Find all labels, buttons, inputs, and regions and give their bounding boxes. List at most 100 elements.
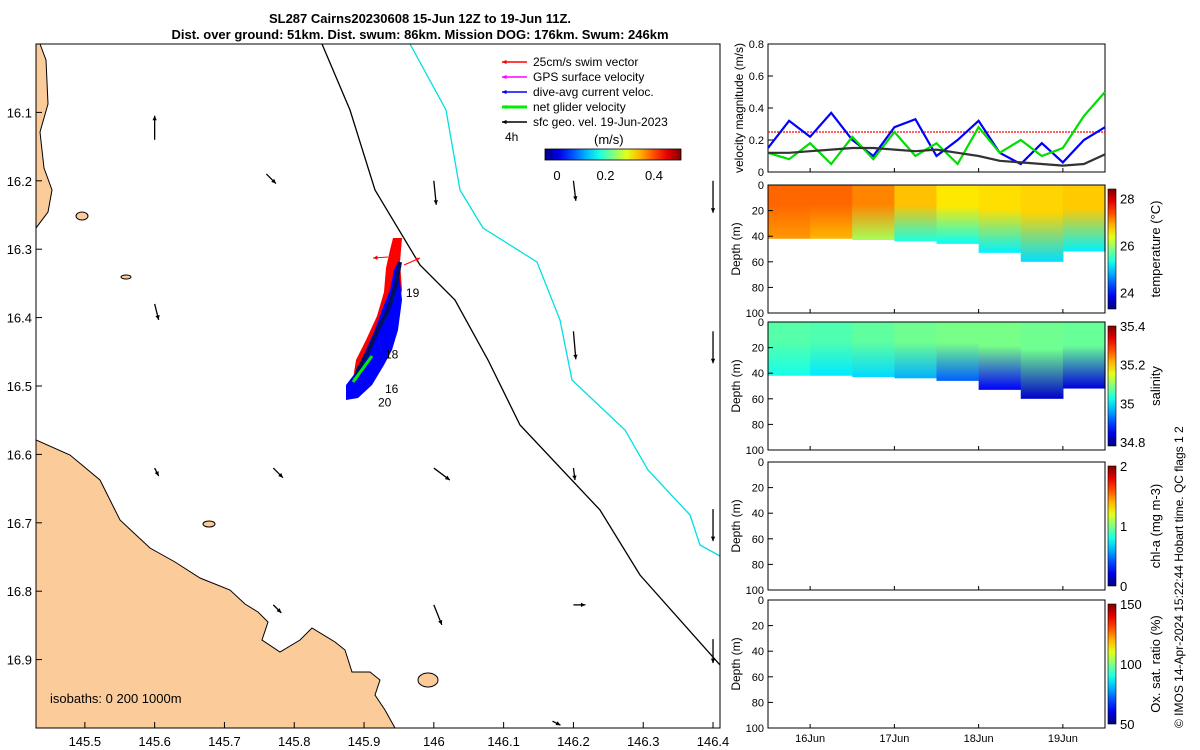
section-colorbar	[1107, 603, 1117, 725]
colorbar-title: (m/s)	[594, 132, 624, 147]
map-x-tick-label: 146.4	[697, 734, 730, 749]
track-label: 18	[385, 348, 399, 362]
section-frame	[767, 184, 1106, 314]
map-x-tick-label: 145.9	[348, 734, 381, 749]
geo-vector-head	[155, 315, 160, 320]
geo-vector-head	[444, 475, 450, 481]
geo-vector	[433, 180, 438, 205]
colorbar-tick-label: 150	[1120, 597, 1142, 612]
map-x-tick-label: 146.3	[627, 734, 660, 749]
colorbar-tick-label: 50	[1120, 717, 1134, 732]
depth-tick-label: 20	[752, 621, 764, 633]
map-y-tick-label: 16.4	[7, 311, 32, 326]
depth-axis-label: Depth (m)	[729, 637, 743, 690]
swim-vector	[372, 255, 389, 260]
velocity-y-tick-label: 0.2	[749, 135, 764, 147]
legend-scale-label: 4h	[505, 130, 518, 144]
section-background	[768, 462, 1105, 590]
geo-vector	[272, 604, 282, 614]
depth-axis-label: Depth (m)	[729, 359, 743, 412]
colorbar-tick-label: 35.4	[1120, 319, 1145, 334]
legend-item-label: sfc geo. vel. 19-Jun-2023	[533, 115, 668, 129]
depth-tick-label: 40	[752, 231, 764, 243]
depth-tick-label: 60	[752, 394, 764, 406]
section-cell	[852, 185, 895, 241]
section-cell	[852, 322, 895, 378]
legend-arrow-head	[502, 119, 507, 125]
map-x-tick-label: 145.8	[278, 734, 311, 749]
islet	[75, 211, 89, 221]
land-north	[36, 44, 53, 229]
map-y-tick-label: 16.3	[7, 242, 32, 257]
map-x-tick-label: 145.6	[138, 734, 171, 749]
title-line-2: Dist. over ground: 51km. Dist. swum: 86k…	[171, 27, 669, 42]
colorbar-tick-label: 35	[1120, 396, 1134, 411]
section-cell	[1020, 185, 1064, 262]
section-frame	[767, 599, 1106, 729]
map-y-tick-label: 16.2	[7, 174, 32, 189]
depth-tick-label: 80	[752, 697, 764, 709]
depth-tick-label: 40	[752, 368, 764, 380]
legend-arrow	[502, 104, 527, 110]
legend-item-label: GPS surface velocity	[533, 70, 644, 84]
geo-vector-head	[438, 619, 443, 625]
date-tick-label: 18Jun	[964, 733, 994, 745]
geo-vector-head	[271, 178, 276, 184]
map-x-tick-label: 146.1	[487, 734, 520, 749]
colorbar-tick-label: 1	[1120, 519, 1127, 534]
section-frame	[767, 321, 1106, 451]
geo-vector-head	[573, 196, 578, 201]
velocity-y-tick-label: 0	[758, 167, 764, 179]
section-colorbar	[1107, 325, 1117, 447]
geo-vector	[154, 467, 160, 477]
depth-tick-label: 0	[758, 457, 764, 469]
legend-arrow	[502, 119, 527, 125]
map-x-tick-label: 145.7	[208, 734, 241, 749]
geo-vector-head	[710, 208, 716, 213]
depth-tick-label: 100	[746, 445, 764, 457]
geo-vector-head	[710, 536, 716, 542]
track-label: 16	[385, 382, 399, 396]
colorbar-tick-label: 0.4	[645, 168, 663, 183]
depth-tick-label: 60	[752, 672, 764, 684]
geo-vector	[710, 180, 716, 213]
geo-vector	[573, 602, 586, 608]
velocity-y-tick-label: 0.4	[749, 103, 764, 115]
section-cell	[1062, 322, 1106, 389]
colorbar-tick-label: 0.2	[596, 168, 614, 183]
net-velocity-vector-head	[353, 377, 358, 382]
legend-item-label: dive-avg current veloc.	[533, 85, 654, 99]
date-tick-label: 19Jun	[1048, 733, 1078, 745]
geo-vector	[710, 331, 716, 364]
islet	[120, 274, 132, 280]
geo-vector	[572, 180, 578, 201]
velocity-series-line	[767, 91, 1106, 166]
depth-tick-label: 80	[752, 419, 764, 431]
velocity-y-label: velocity magnitude (m/s)	[732, 43, 746, 173]
map-x-tick-label: 145.5	[69, 734, 102, 749]
section-cell	[978, 322, 1022, 390]
land-south	[36, 439, 396, 728]
date-tick-label: 17Jun	[879, 733, 909, 745]
geo-vector-head	[572, 475, 577, 481]
section-cell	[768, 322, 811, 376]
velocity-series-line	[768, 146, 1106, 167]
geo-vector-shaft	[572, 331, 577, 360]
depth-tick-label: 0	[758, 180, 764, 192]
map-y-tick-label: 16.7	[7, 516, 32, 531]
geo-vector	[433, 604, 443, 626]
track-label: 20	[378, 396, 392, 410]
depth-tick-label: 0	[758, 595, 764, 607]
swim-vector-cloud	[352, 238, 402, 385]
depth-axis-label: Depth (m)	[729, 222, 743, 275]
colorbar-label: salinity	[1148, 366, 1163, 406]
legend-arrow	[502, 89, 527, 95]
geo-vector-head	[276, 608, 282, 613]
section-background	[768, 600, 1105, 728]
geo-vector-head	[152, 115, 157, 121]
map-y-tick-label: 16.5	[7, 379, 32, 394]
geo-vector-head	[433, 200, 438, 205]
geo-vector-head	[573, 354, 578, 360]
section-frame	[767, 461, 1106, 591]
